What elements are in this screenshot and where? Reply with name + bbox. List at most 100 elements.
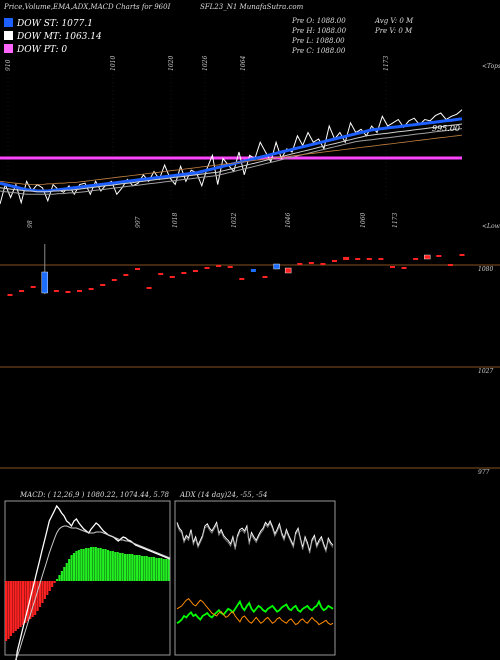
macd-histogram-bar [121, 553, 124, 581]
macd-histogram-bar [36, 581, 39, 611]
candle-body [65, 291, 71, 293]
macd-histogram-bar [106, 550, 110, 581]
macd-histogram-bar [70, 555, 73, 581]
macd-histogram-bar [55, 579, 59, 581]
symbol-site-label: SFL23_N1 MunafaSutra.com [200, 3, 303, 11]
macd-histogram-bar [9, 581, 12, 636]
price-date-label: 1010 [110, 56, 117, 71]
di-plus-line [176, 599, 334, 624]
macd-histogram-bar [145, 556, 148, 581]
candle-body [111, 279, 117, 281]
macd-histogram-bar [19, 581, 22, 627]
legend-dow-mt-label: DOW MT: 1063.14 [17, 32, 102, 42]
avg-volume: Avg V: 0 M [375, 17, 414, 25]
macd-histogram-bar [53, 581, 56, 583]
price-date-label: 1026 [202, 56, 209, 71]
candle-date-label: 1173 [392, 213, 399, 228]
candle-body [424, 254, 431, 260]
macd-histogram-bar [82, 549, 85, 581]
prev-low: Pre L: 1088.00 [292, 37, 345, 45]
candle-body [192, 270, 198, 272]
prev-volume: Pre V: 0 M [375, 27, 413, 35]
level-label: 1080 [478, 266, 493, 273]
price-date-label: 1173 [383, 56, 390, 71]
page-title: Price,Volume,EMA,ADX,MACD Charts for 960… [4, 3, 171, 11]
adx-shadow-line [176, 522, 334, 554]
candle-body [123, 274, 129, 276]
macd-histogram-bar [102, 549, 105, 581]
macd-signal-line [14, 525, 171, 660]
macd-histogram-bar [72, 553, 76, 581]
ema-long-line [0, 128, 463, 195]
legend-dow-mt: DOW MT: 1063.14 [4, 31, 102, 42]
macd-histogram-bar [51, 581, 54, 587]
macd-histogram-bar [26, 581, 29, 621]
macd-histogram-bar [43, 581, 46, 599]
macd-histogram-bar [150, 557, 153, 581]
candle-body [181, 272, 187, 274]
macd-histogram-bar [65, 563, 68, 581]
candle-body [216, 265, 222, 267]
adx-panel-frame [174, 500, 336, 656]
macd-histogram-bar [162, 559, 165, 581]
macd-histogram-bar [80, 549, 83, 581]
macd-histogram-bar [87, 548, 90, 581]
ema-short-line [0, 117, 463, 193]
candle-body [447, 264, 453, 266]
candle-body [401, 267, 407, 269]
candle-body [41, 271, 48, 294]
candle-body [169, 276, 175, 278]
macd-histogram-bar [119, 553, 122, 581]
candle-body [389, 266, 395, 268]
macd-histogram-bar [148, 557, 151, 581]
candle-body [53, 290, 59, 292]
candle-date-label: 997 [135, 216, 142, 228]
candle-body [436, 255, 442, 257]
candle-body [158, 273, 164, 275]
candle-body [378, 258, 384, 260]
macd-histogram-bar [128, 554, 131, 581]
price-date-label: 910 [5, 59, 12, 71]
macd-histogram-bar [60, 571, 63, 581]
legend-dow-st: DOW ST: 1077.1 [4, 18, 93, 29]
legend-dow-pt-swatch [4, 44, 13, 53]
site-name: MunafaSutra.com [239, 3, 304, 11]
macd-histogram-bar [94, 547, 97, 581]
symbol-name: SFL23_N1 [200, 3, 238, 11]
macd-histogram-bar [153, 557, 156, 581]
macd-histogram-bar [12, 581, 15, 633]
ema-extra-line [0, 134, 463, 185]
macd-histogram-bar [31, 581, 34, 617]
macd-histogram-bar [75, 551, 78, 581]
candle-body [30, 286, 36, 288]
macd-histogram-bar [63, 567, 66, 581]
macd-histogram-bar [48, 581, 51, 591]
lows-label: <Lows [482, 223, 500, 230]
candle-body [297, 263, 303, 265]
macd-histogram-bar [155, 558, 158, 581]
macd-title: MACD: ( 12,26,9 ) 1080.22, 1074.44, 5.78 [20, 491, 170, 499]
ema-medium-line [0, 123, 463, 193]
legend-dow-st-label: DOW ST: 1077.1 [17, 19, 93, 29]
adx-line [176, 519, 334, 552]
candle-body [250, 269, 256, 272]
macd-histogram-bar [111, 551, 114, 581]
candle-body [273, 263, 280, 270]
macd-histogram-bar [17, 581, 20, 629]
candle-date-label: 1060 [360, 213, 367, 228]
legend-dow-mt-swatch [4, 31, 13, 40]
macd-histogram-bar [140, 556, 144, 581]
candle-body [459, 254, 465, 256]
macd-histogram-bar [104, 549, 107, 581]
candle-date-label: 1046 [285, 213, 292, 228]
macd-histogram-bar [14, 581, 17, 631]
last-price-label: 995.00 [432, 124, 460, 133]
macd-histogram-bar [89, 547, 93, 581]
macd-histogram-bar [165, 559, 168, 581]
price-date-label: 1064 [240, 56, 247, 71]
candle-body [366, 258, 372, 260]
candle-body [332, 260, 338, 262]
macd-histogram-bar [109, 551, 112, 581]
candle-body [100, 284, 106, 286]
candle-body [320, 263, 326, 265]
